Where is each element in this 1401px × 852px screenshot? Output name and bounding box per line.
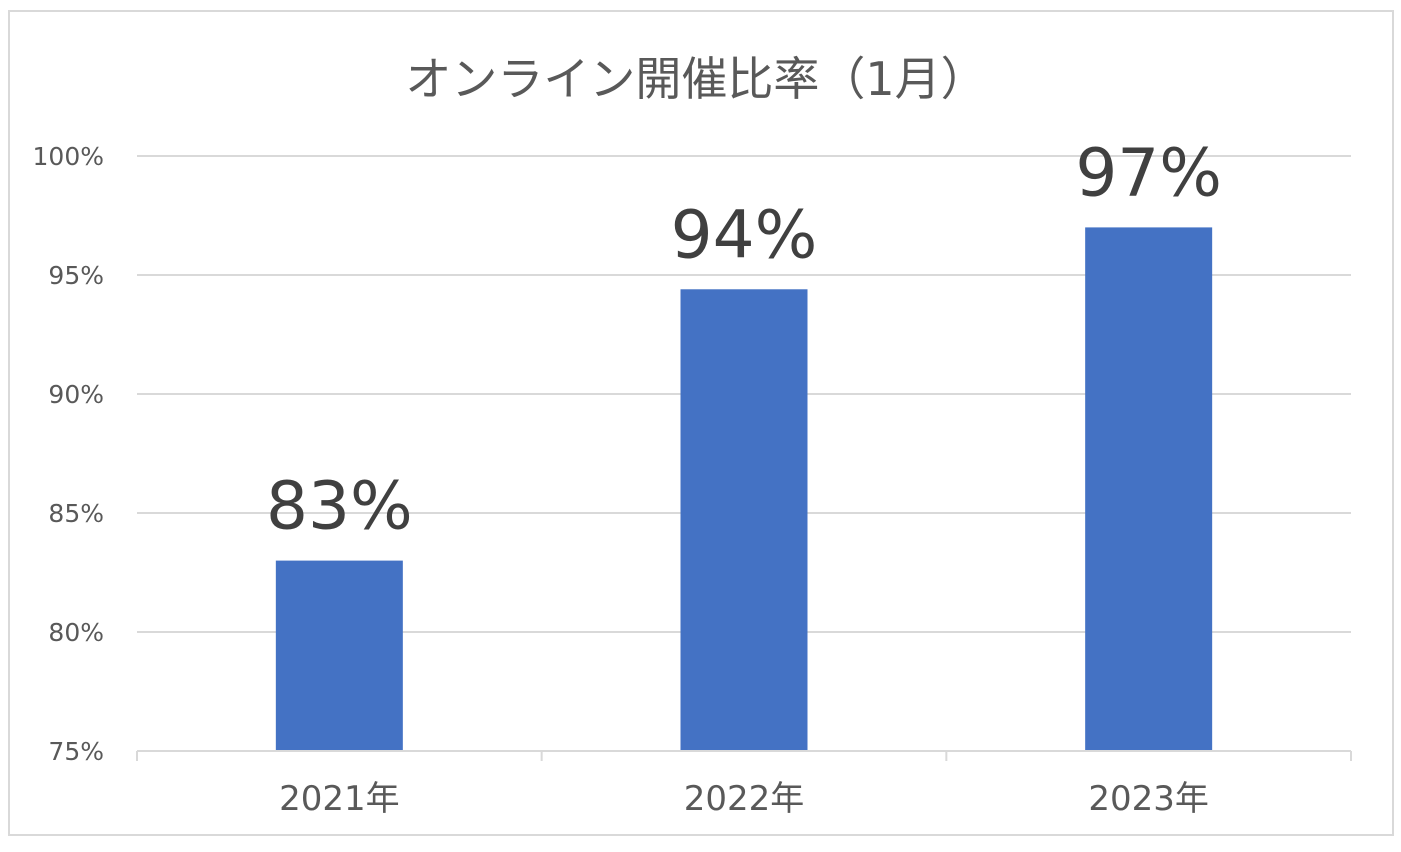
bars <box>275 227 1213 751</box>
x-tick-label: 2022年 <box>684 779 805 819</box>
bar[interactable] <box>275 560 403 751</box>
y-tick-label: 100% <box>33 142 104 171</box>
y-axis-tick-labels: 75% 80% 85% 90% 95% 100% <box>33 142 104 766</box>
chart-title: オンライン開催比率（1月） <box>405 52 986 106</box>
data-label: 94% <box>671 196 818 273</box>
y-tick-label: 85% <box>48 499 104 528</box>
y-tick-label: 95% <box>48 261 104 290</box>
y-tick-label: 90% <box>48 380 104 409</box>
x-axis: 2021年 2022年 2023年 <box>136 750 1352 819</box>
data-labels: 83% 94% 97% <box>266 134 1222 544</box>
y-tick-label: 80% <box>48 618 104 647</box>
x-tick-label: 2021年 <box>279 779 400 819</box>
bar[interactable] <box>680 289 808 751</box>
data-label: 97% <box>1075 134 1222 211</box>
data-label: 83% <box>266 468 413 545</box>
x-tick-label: 2023年 <box>1088 779 1209 819</box>
y-tick-label: 75% <box>48 737 104 766</box>
bar[interactable] <box>1085 227 1213 751</box>
